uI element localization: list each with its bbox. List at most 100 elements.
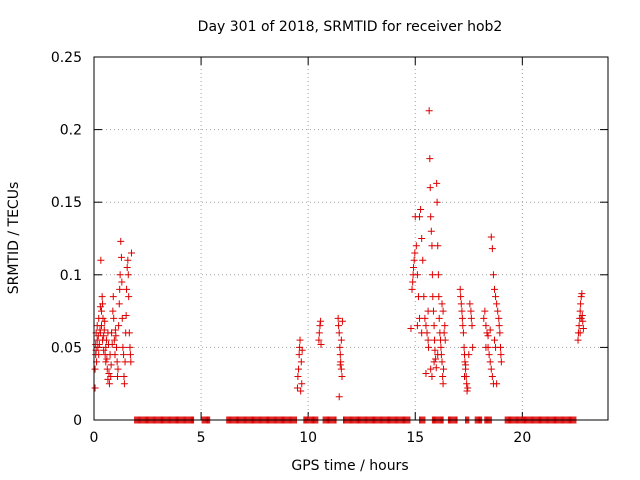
data-point bbox=[494, 307, 502, 315]
data-point bbox=[338, 372, 346, 380]
data-point bbox=[438, 358, 446, 366]
data-point bbox=[465, 351, 473, 359]
data-point bbox=[117, 253, 125, 261]
data-point bbox=[427, 227, 435, 235]
data-point bbox=[113, 358, 121, 366]
data-point bbox=[457, 293, 465, 301]
data-point bbox=[433, 179, 441, 187]
data-point bbox=[430, 322, 438, 330]
data-point bbox=[298, 380, 306, 388]
data-point bbox=[458, 314, 466, 322]
data-point bbox=[295, 365, 303, 373]
data-point bbox=[463, 387, 471, 395]
data-point bbox=[316, 322, 324, 330]
data-point bbox=[124, 256, 132, 264]
data-point bbox=[433, 198, 441, 206]
data-point bbox=[407, 325, 415, 333]
data-point bbox=[466, 300, 474, 308]
data-point bbox=[461, 358, 469, 366]
data-point bbox=[419, 256, 427, 264]
data-point bbox=[457, 300, 465, 308]
data-point bbox=[108, 340, 116, 348]
data-point bbox=[439, 372, 447, 380]
data-points bbox=[91, 107, 587, 424]
data-point bbox=[422, 322, 430, 330]
data-point bbox=[413, 271, 421, 279]
data-point bbox=[335, 329, 343, 337]
data-point bbox=[579, 317, 587, 325]
data-point bbox=[293, 384, 301, 392]
data-point bbox=[95, 351, 103, 359]
x-axis-label: GPS time / hours bbox=[291, 458, 408, 474]
data-point bbox=[102, 336, 110, 344]
data-point bbox=[315, 336, 323, 344]
data-point bbox=[434, 242, 442, 250]
y-tick-label: 0.25 bbox=[51, 50, 82, 66]
data-point bbox=[424, 336, 432, 344]
data-point bbox=[487, 233, 495, 241]
data-point bbox=[122, 311, 130, 319]
data-point bbox=[495, 322, 503, 330]
data-point bbox=[576, 307, 584, 315]
data-point bbox=[495, 314, 503, 322]
data-point bbox=[497, 358, 505, 366]
data-point bbox=[482, 322, 490, 330]
data-point bbox=[435, 293, 443, 301]
data-point bbox=[101, 317, 109, 325]
data-point bbox=[426, 155, 434, 163]
data-point bbox=[295, 351, 303, 359]
data-point bbox=[117, 237, 125, 245]
data-point bbox=[418, 329, 426, 337]
data-point bbox=[108, 329, 116, 337]
data-point bbox=[124, 271, 132, 279]
data-point bbox=[420, 293, 428, 301]
data-point bbox=[119, 343, 127, 351]
data-point bbox=[440, 329, 448, 337]
data-point bbox=[574, 336, 582, 344]
data-point bbox=[317, 317, 325, 325]
data-point bbox=[126, 351, 134, 359]
data-point bbox=[410, 256, 418, 264]
data-point bbox=[412, 242, 420, 250]
y-tick-label: 0.15 bbox=[51, 195, 82, 211]
data-point bbox=[422, 370, 430, 378]
data-point bbox=[126, 343, 134, 351]
data-point bbox=[105, 380, 113, 388]
data-point bbox=[429, 293, 437, 301]
data-point bbox=[98, 293, 106, 301]
data-point bbox=[127, 358, 135, 366]
data-point bbox=[116, 285, 124, 293]
data-point bbox=[298, 346, 306, 354]
y-axis-label: SRMTID / TECUs bbox=[6, 182, 22, 295]
data-point bbox=[337, 365, 345, 373]
data-point bbox=[441, 322, 449, 330]
data-point bbox=[428, 372, 436, 380]
data-point bbox=[432, 355, 440, 363]
data-point bbox=[427, 365, 435, 373]
data-point bbox=[123, 264, 131, 272]
data-point bbox=[484, 332, 492, 340]
data-point bbox=[469, 343, 477, 351]
data-point bbox=[460, 343, 468, 351]
data-point bbox=[127, 249, 135, 257]
data-point bbox=[112, 343, 120, 351]
data-point bbox=[112, 332, 120, 340]
data-point bbox=[297, 387, 305, 395]
data-point bbox=[434, 351, 442, 359]
data-point bbox=[575, 322, 583, 330]
x-tick-label: 20 bbox=[513, 430, 531, 446]
data-point bbox=[103, 365, 111, 373]
data-point bbox=[439, 307, 447, 315]
chart-title: Day 301 of 2018, SRMTID for receiver hob… bbox=[198, 19, 503, 35]
data-point bbox=[496, 329, 504, 337]
data-point bbox=[294, 372, 302, 380]
data-point bbox=[439, 380, 447, 388]
data-point bbox=[488, 245, 496, 253]
data-point bbox=[109, 307, 117, 315]
data-point bbox=[487, 365, 495, 373]
data-point bbox=[100, 326, 108, 334]
data-point bbox=[297, 358, 305, 366]
data-point bbox=[578, 290, 586, 298]
data-point bbox=[483, 329, 491, 337]
